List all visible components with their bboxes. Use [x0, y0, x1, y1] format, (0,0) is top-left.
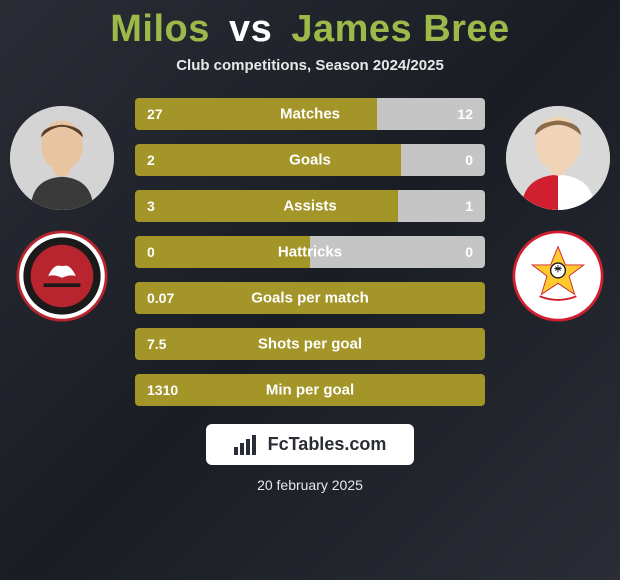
stat-value-left: 0 [147, 244, 155, 260]
stat-label: Shots per goal [258, 336, 362, 353]
left-column [10, 106, 114, 322]
stat-row: 2 Goals 0 [135, 144, 485, 176]
stat-label: Goals [289, 152, 331, 169]
chart-icon [234, 435, 260, 455]
stat-row: 0 Hattricks 0 [135, 236, 485, 268]
stat-row: 0.07 Goals per match [135, 282, 485, 314]
bar-left-segment [135, 144, 401, 176]
stats-area: 27 Matches 12 2 Goals 0 3 Assists 1 0 Hattricks 0 0.… [0, 98, 620, 406]
stat-value-right: 1 [465, 198, 473, 214]
stat-value-left: 27 [147, 106, 163, 122]
subtitle: Club competitions, Season 2024/2025 [176, 57, 444, 74]
date-text: 20 february 2025 [257, 477, 363, 493]
stat-value-left: 1310 [147, 382, 178, 398]
player1-avatar [10, 106, 114, 210]
player2-club-crest [512, 230, 604, 322]
player1-club-crest [16, 230, 108, 322]
player2-name: James Bree [291, 8, 509, 50]
stat-value-right: 12 [457, 106, 473, 122]
stat-label: Min per goal [266, 382, 354, 399]
stat-bars: 27 Matches 12 2 Goals 0 3 Assists 1 0 Hattricks 0 0.… [135, 98, 485, 406]
title: Milos vs James Bree [110, 8, 509, 51]
comparison-infographic: Milos vs James Bree Club competitions, S… [0, 0, 620, 580]
stat-row: 3 Assists 1 [135, 190, 485, 222]
stat-label: Hattricks [278, 244, 342, 261]
stat-label: Assists [283, 198, 336, 215]
stat-value-left: 0.07 [147, 290, 174, 306]
stat-row: 7.5 Shots per goal [135, 328, 485, 360]
player2-avatar [506, 106, 610, 210]
player1-name: Milos [110, 8, 210, 50]
stat-value-left: 7.5 [147, 336, 166, 352]
brand-badge: FcTables.com [206, 424, 415, 465]
stat-value-left: 3 [147, 198, 155, 214]
vs-text: vs [229, 8, 272, 50]
right-column [506, 106, 610, 322]
stat-row: 1310 Min per goal [135, 374, 485, 406]
stat-value-right: 0 [465, 152, 473, 168]
brand-text: FcTables.com [268, 434, 387, 455]
stat-value-right: 0 [465, 244, 473, 260]
bar-left-segment [135, 190, 398, 222]
bar-left-segment [135, 98, 377, 130]
stat-label: Goals per match [251, 290, 369, 307]
stat-label: Matches [280, 106, 340, 123]
stat-value-left: 2 [147, 152, 155, 168]
stat-row: 27 Matches 12 [135, 98, 485, 130]
